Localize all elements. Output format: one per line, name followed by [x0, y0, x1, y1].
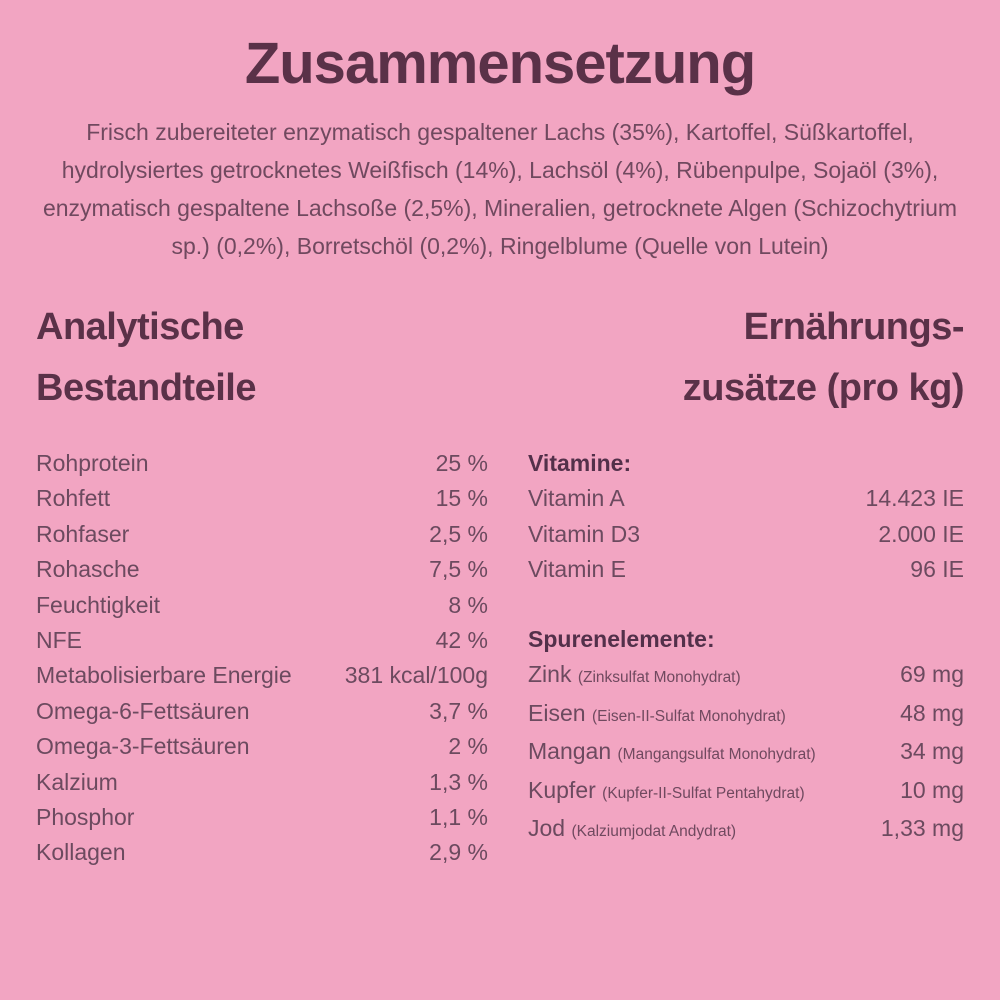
- row-label: Metabolisierbare Energie: [36, 662, 292, 689]
- table-row: Kollagen 2,9 %: [36, 835, 488, 870]
- row-label: Kalzium: [36, 768, 118, 795]
- table-row: Feuchtigkeit 8 %: [36, 588, 488, 623]
- row-value: 25 %: [435, 450, 488, 476]
- table-row: Rohprotein 25 %: [36, 446, 488, 481]
- ingredients-paragraph: Frisch zubereiteter enzymatisch gespalte…: [42, 119, 958, 259]
- row-value: 34 mg: [900, 738, 964, 765]
- row-label: Rohprotein: [36, 450, 149, 476]
- element-detail: (Kalziumjodat Andydrat): [571, 823, 737, 841]
- additives-heading-line2: zusätze (pro kg): [682, 367, 965, 409]
- columns-container: Analytische Bestandteile Rohprotein 25 % …: [0, 297, 1000, 871]
- table-row: Omega-6-Fettsäuren 3,7 %: [36, 694, 488, 729]
- row-value: 2.000 IE: [878, 520, 964, 547]
- table-row: Rohfett 15 %: [36, 481, 488, 516]
- table-row: NFE 42 %: [36, 623, 488, 658]
- row-value: 1,3 %: [429, 768, 488, 795]
- table-row: Jod (Kalziumjodat Andydrat) 1,33 mg: [528, 811, 964, 850]
- row-value: 381 kcal/100g: [344, 662, 488, 689]
- row-label: Vitamin E: [528, 556, 627, 583]
- table-row: Rohasche 7,5 %: [36, 552, 488, 587]
- row-value: 14.423 IE: [865, 485, 964, 512]
- element-name: Zink: [528, 661, 572, 688]
- row-value: 7,5 %: [429, 556, 488, 583]
- row-value: 2,5 %: [429, 520, 488, 547]
- row-value: 2,9 %: [429, 839, 488, 866]
- analytical-rows: Rohprotein 25 % Rohfett 15 % Rohfaser 2,5 %…: [36, 446, 488, 871]
- table-row: Phosphor 1,1 %: [36, 800, 488, 835]
- row-value: 8 %: [448, 591, 488, 618]
- row-label: Zink (Zinksulfat Monohydrat): [528, 657, 741, 696]
- row-value: 48 mg: [900, 699, 964, 726]
- row-label: Jod (Kalziumjodat Andydrat): [528, 811, 736, 850]
- row-label: Rohfett: [36, 485, 111, 512]
- table-row: Metabolisierbare Energie 381 kcal/100g: [36, 658, 488, 693]
- row-label: Omega-3-Fettsäuren: [36, 733, 250, 760]
- element-detail: (Mangangsulfat Monohydrat): [617, 746, 816, 764]
- table-row: Rohfaser 2,5 %: [36, 517, 488, 552]
- table-row: Vitamin D3 2.000 IE: [528, 517, 964, 552]
- trace-elements-heading: Spurenelemente:: [528, 625, 715, 652]
- row-label: Vitamin D3: [528, 520, 641, 547]
- table-row: Mangan (Mangangsulfat Monohydrat) 34 mg: [528, 734, 964, 773]
- row-label: Kupfer (Kupfer-II-Sulfat Pentahydrat): [528, 773, 805, 812]
- row-value: 69 mg: [900, 661, 964, 688]
- table-row: Vitamin E 96 IE: [528, 552, 964, 587]
- row-value: 1,33 mg: [880, 815, 964, 842]
- element-detail: (Zinksulfat Monohydrat): [577, 669, 741, 687]
- row-label: Eisen (Eisen-II-Sulfat Monohydrat): [528, 696, 786, 735]
- analytical-heading-line2: Bestandteile: [36, 367, 256, 409]
- vitamins-group: Vitamine: Vitamin A 14.423 IE Vitamin D3 2…: [528, 446, 964, 588]
- row-value: 42 %: [435, 627, 488, 654]
- row-label: Mangan (Mangangsulfat Monohydrat): [528, 734, 816, 773]
- row-label: Phosphor: [36, 804, 135, 831]
- additives-heading: Ernährungs- zusätze (pro kg): [528, 297, 965, 419]
- row-value: 1,1 %: [429, 804, 488, 831]
- row-label: NFE: [36, 627, 82, 654]
- table-row: Omega-3-Fettsäuren 2 %: [36, 729, 488, 764]
- element-name: Mangan: [528, 738, 612, 765]
- trace-elements-group: Spurenelemente: Zink (Zinksulfat Monohyd…: [528, 622, 964, 850]
- row-label: Vitamin A: [528, 485, 625, 512]
- analytical-heading: Analytische Bestandteile: [36, 297, 488, 419]
- analytical-heading-line1: Analytische: [36, 306, 244, 348]
- row-value: 96 IE: [910, 556, 964, 583]
- row-label: Rohasche: [36, 556, 140, 583]
- element-detail: (Eisen-II-Sulfat Monohydrat): [591, 707, 786, 725]
- vitamins-heading: Vitamine:: [528, 450, 632, 476]
- row-label: Rohfaser: [36, 520, 130, 547]
- row-value: 3,7 %: [429, 697, 488, 724]
- table-row: Vitamin A 14.423 IE: [528, 481, 964, 516]
- table-row: Kupfer (Kupfer-II-Sulfat Pentahydrat) 10 …: [528, 773, 964, 812]
- analytical-section: Analytische Bestandteile Rohprotein 25 % …: [36, 297, 488, 871]
- element-name: Eisen: [528, 699, 586, 726]
- table-row: Zink (Zinksulfat Monohydrat) 69 mg: [528, 657, 964, 696]
- row-label: Omega-6-Fettsäuren: [36, 697, 250, 724]
- row-label: Feuchtigkeit: [36, 591, 161, 618]
- row-value: 2 %: [448, 733, 488, 760]
- additives-section: Ernährungs- zusätze (pro kg) Vitamine: V…: [528, 297, 965, 871]
- element-detail: (Kupfer-II-Sulfat Pentahydrat): [602, 784, 805, 802]
- additives-heading-line1: Ernährungs-: [743, 306, 965, 348]
- element-name: Jod: [528, 815, 566, 842]
- row-value: 15 %: [435, 485, 488, 512]
- row-label: Kollagen: [36, 839, 126, 866]
- table-row: Eisen (Eisen-II-Sulfat Monohydrat) 48 mg: [528, 696, 964, 735]
- row-value: 10 mg: [900, 776, 964, 803]
- table-row: Kalzium 1,3 %: [36, 765, 488, 800]
- page-title: Zusammensetzung: [244, 31, 756, 96]
- element-name: Kupfer: [528, 776, 596, 803]
